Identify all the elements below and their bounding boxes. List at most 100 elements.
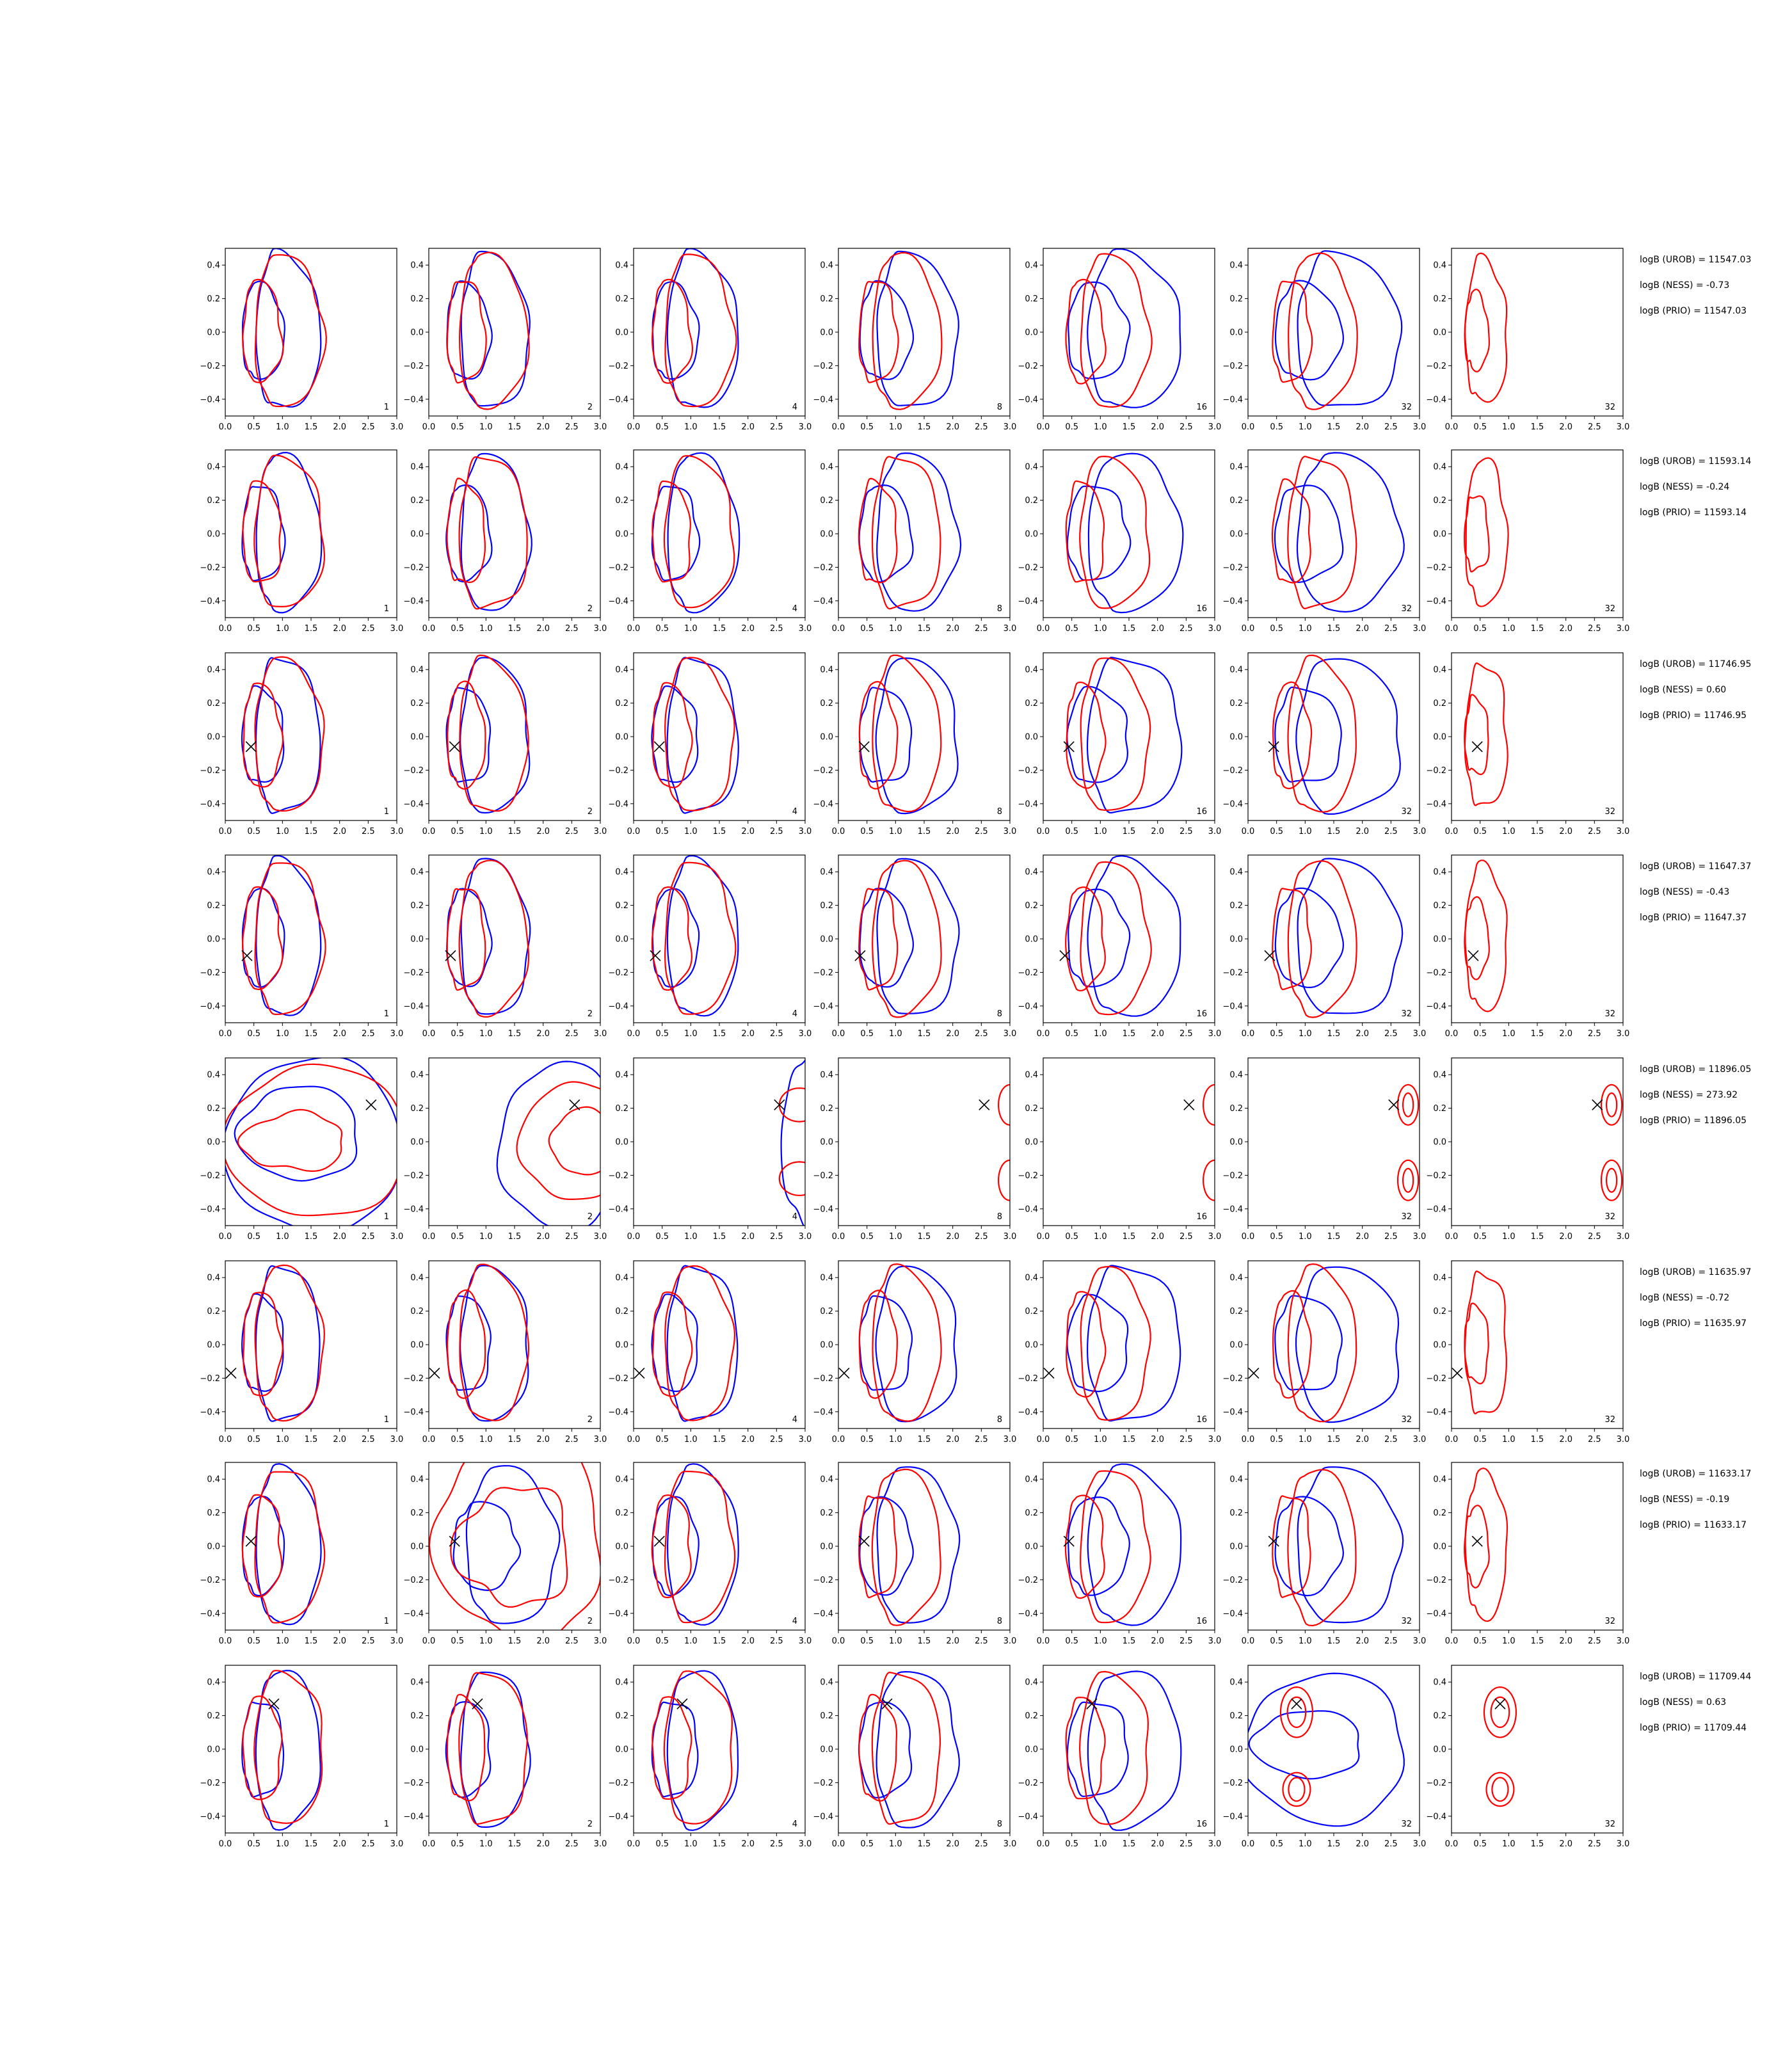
series-a-contour <box>1087 452 1184 614</box>
series-b-contour <box>1287 860 1357 1018</box>
series-a-contour <box>1297 250 1403 406</box>
x-tick-label: 1.0 <box>1094 1636 1107 1646</box>
series-a-contour <box>859 1496 914 1596</box>
x-tick-label: 2.0 <box>333 422 346 432</box>
x-axis: 0.0 0.5 1.0 1.5 2.0 2.5 3.0 <box>627 1428 812 1444</box>
x-tick-label: 2.5 <box>770 422 783 432</box>
x-axis: 0.0 0.5 1.0 1.5 2.0 2.5 3.0 <box>1445 820 1629 836</box>
x-axis: 0.0 0.5 1.0 1.5 2.0 2.5 3.0 <box>1445 1226 1629 1242</box>
panel-r8-c1: 0.0 0.5 1.0 1.5 2.0 2.5 3.0 0.4 0.2 0.0 −0.2 −0.4 1 <box>200 1665 403 1849</box>
x-tick-label: 0.5 <box>1473 422 1487 432</box>
y-tick-label: 0.2 <box>410 699 424 708</box>
x-tick-label: 1.0 <box>1094 624 1107 634</box>
x-tick-label: 0.0 <box>627 422 641 432</box>
series-b-contour <box>447 680 486 790</box>
axes-frame <box>1043 1260 1215 1429</box>
marker-x <box>979 1099 990 1110</box>
panel-r2-c1: 0.0 0.5 1.0 1.5 2.0 2.5 3.0 0.4 0.2 0.0 −0.2 −0.4 1 <box>200 449 403 634</box>
y-tick-label: 0.2 <box>207 294 220 304</box>
contours <box>1464 1270 1507 1415</box>
panel-r5-c6: 0.0 0.5 1.0 1.5 2.0 2.5 3.0 0.4 0.2 0.0 −0.2 −0.4 32 <box>1222 1057 1426 1242</box>
contours <box>1397 1084 1420 1201</box>
y-tick-label: 0.4 <box>1025 463 1038 472</box>
contours <box>1464 252 1508 403</box>
series-b-contour <box>1464 1302 1489 1385</box>
x-tick-label: 2.5 <box>565 1839 579 1849</box>
panel-label: 32 <box>1604 1820 1615 1829</box>
panel-label: 16 <box>1196 1415 1207 1425</box>
series-b-contour <box>664 1471 736 1624</box>
y-axis: 0.4 0.2 0.0 −0.2 −0.4 <box>813 666 838 809</box>
panel-label: 16 <box>1196 807 1207 817</box>
y-axis: 0.4 0.2 0.0 −0.2 −0.4 <box>1222 1475 1248 1619</box>
panel-r4-c3: 0.0 0.5 1.0 1.5 2.0 2.5 3.0 0.4 0.2 0.0 −0.2 −0.4 4 <box>608 854 812 1039</box>
x-tick-label: 3.0 <box>390 1636 404 1646</box>
series-a-contour <box>1274 686 1342 783</box>
x-tick-label: 3.0 <box>1004 1839 1017 1849</box>
panel-r1-c3: 0.0 0.5 1.0 1.5 2.0 2.5 3.0 0.4 0.2 0.0 −0.2 −0.4 4 <box>608 248 812 432</box>
series-b-contour <box>254 1264 325 1422</box>
panel-label: 32 <box>1401 1212 1412 1222</box>
y-tick-label: 0.4 <box>207 463 220 472</box>
contours <box>1464 457 1509 607</box>
x-tick-label: 0.5 <box>451 422 464 432</box>
x-tick-label: 1.5 <box>305 827 318 836</box>
y-tick-label: 0.0 <box>1025 1341 1038 1350</box>
y-tick-label: 0.4 <box>207 868 220 877</box>
x-tick-label: 3.0 <box>1413 827 1427 836</box>
series-b-contour <box>664 1265 736 1421</box>
contours <box>1066 1265 1181 1422</box>
contours <box>241 451 326 614</box>
x-tick-label: 0.5 <box>451 1029 464 1039</box>
series-b-contour <box>871 456 941 610</box>
x-axis: 0.0 0.5 1.0 1.5 2.0 2.5 3.0 <box>1445 1428 1629 1444</box>
x-tick-label: 0.0 <box>1037 1839 1050 1849</box>
x-tick-label: 0.5 <box>451 1232 464 1242</box>
y-tick-label: 0.4 <box>207 1071 220 1080</box>
x-tick-label: 2.5 <box>975 1029 988 1039</box>
y-axis: 0.4 0.2 0.0 −0.2 −0.4 <box>608 261 634 404</box>
y-tick-label: 0.2 <box>615 496 628 506</box>
x-tick-label: 2.0 <box>741 1232 755 1242</box>
y-tick-label: 0.0 <box>1025 935 1038 945</box>
y-tick-label: 0.2 <box>410 1711 424 1721</box>
x-tick-label: 1.0 <box>479 1839 493 1849</box>
axes-frame <box>1451 449 1624 618</box>
x-tick-label: 2.5 <box>1588 1029 1601 1039</box>
series-a-contour <box>876 1670 960 1828</box>
x-tick-label: 0.5 <box>451 1839 464 1849</box>
series-a-contour <box>651 485 701 582</box>
x-tick-label: 3.0 <box>1208 1029 1222 1039</box>
x-tick-label: 0.5 <box>451 1636 464 1646</box>
x-tick-label: 0.5 <box>247 827 260 836</box>
x-tick-label: 0.5 <box>860 1029 874 1039</box>
x-tick-label: 1.0 <box>276 624 289 634</box>
series-b-contour <box>652 682 693 788</box>
y-tick-label: 0.4 <box>410 868 424 877</box>
y-tick-label: −0.4 <box>608 395 628 404</box>
series-b-contour <box>1288 252 1358 410</box>
x-tick-label: 2.0 <box>1151 624 1164 634</box>
y-tick-label: 0.4 <box>1025 1678 1038 1688</box>
series-b-contour <box>242 886 284 991</box>
x-tick-label: 0.5 <box>1065 1232 1078 1242</box>
panel-r1-c4: 0.0 0.5 1.0 1.5 2.0 2.5 3.0 0.4 0.2 0.0 −0.2 −0.4 8 <box>813 248 1016 432</box>
panel-label: 16 <box>1196 1009 1207 1019</box>
series-b-contour <box>1287 1263 1357 1423</box>
x-tick-label: 1.0 <box>479 1232 493 1242</box>
x-tick-label: 2.5 <box>1588 1435 1601 1444</box>
x-axis: 0.0 0.5 1.0 1.5 2.0 2.5 3.0 <box>1242 1630 1426 1646</box>
x-tick-label: 1.5 <box>1327 1839 1341 1849</box>
contours <box>1483 1686 1517 1807</box>
stat-line: logB (NESS) = -0.73 <box>1640 280 1729 291</box>
series-b-contour <box>1464 289 1491 372</box>
y-tick-label: −0.4 <box>608 1204 628 1214</box>
x-tick-label: 1.5 <box>1123 624 1136 634</box>
x-tick-label: 3.0 <box>594 1232 607 1242</box>
x-tick-label: 3.0 <box>799 1636 812 1646</box>
x-tick-label: 1.5 <box>305 1636 318 1646</box>
x-tick-label: 1.0 <box>1502 1839 1516 1849</box>
series-a-contour <box>666 1265 739 1422</box>
x-axis: 0.0 0.5 1.0 1.5 2.0 2.5 3.0 <box>832 1833 1017 1849</box>
marker-x <box>445 950 456 961</box>
